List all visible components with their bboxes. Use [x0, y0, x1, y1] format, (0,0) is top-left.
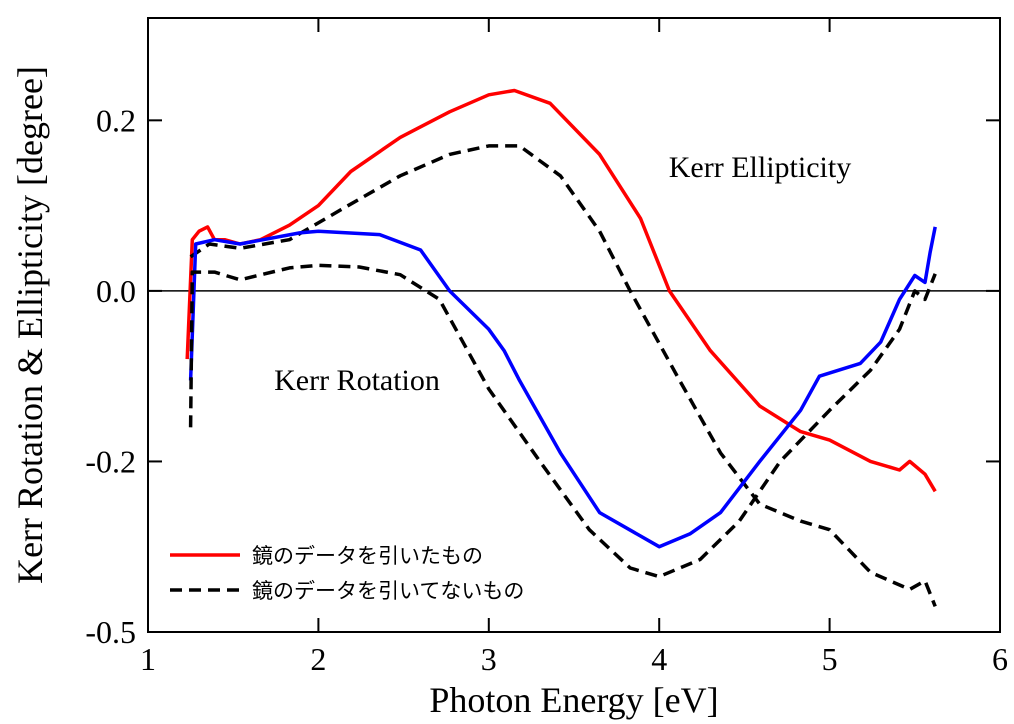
legend-label: 鏡のデータを引いたもの [252, 544, 483, 568]
plot-frame [147, 17, 1001, 633]
x-tick-label: 6 [992, 641, 1008, 677]
y-tick-label: 0.0 [96, 273, 136, 309]
series-line [189, 144, 937, 608]
x-tick-label: 3 [481, 641, 497, 677]
series-line [188, 263, 937, 579]
x-axis-label: Photon Energy [eV] [429, 680, 718, 720]
annotation: Kerr Ellipticity [669, 151, 851, 184]
x-tick-label: 4 [651, 641, 667, 677]
y-tick-label: -0.2 [85, 443, 136, 479]
y-axis-label: Kerr Rotation & Ellipticity [degree] [10, 66, 50, 584]
x-tick-label: 1 [140, 641, 156, 677]
legend-label: 鏡のデータを引いてないもの [252, 579, 524, 603]
annotation: Kerr Rotation [274, 364, 440, 397]
series-line [188, 226, 937, 549]
y-tick-label: 0.2 [96, 102, 136, 138]
x-tick-label: 2 [310, 641, 326, 677]
y-tick-label: -0.5 [85, 614, 136, 650]
x-tick-label: 5 [822, 641, 838, 677]
